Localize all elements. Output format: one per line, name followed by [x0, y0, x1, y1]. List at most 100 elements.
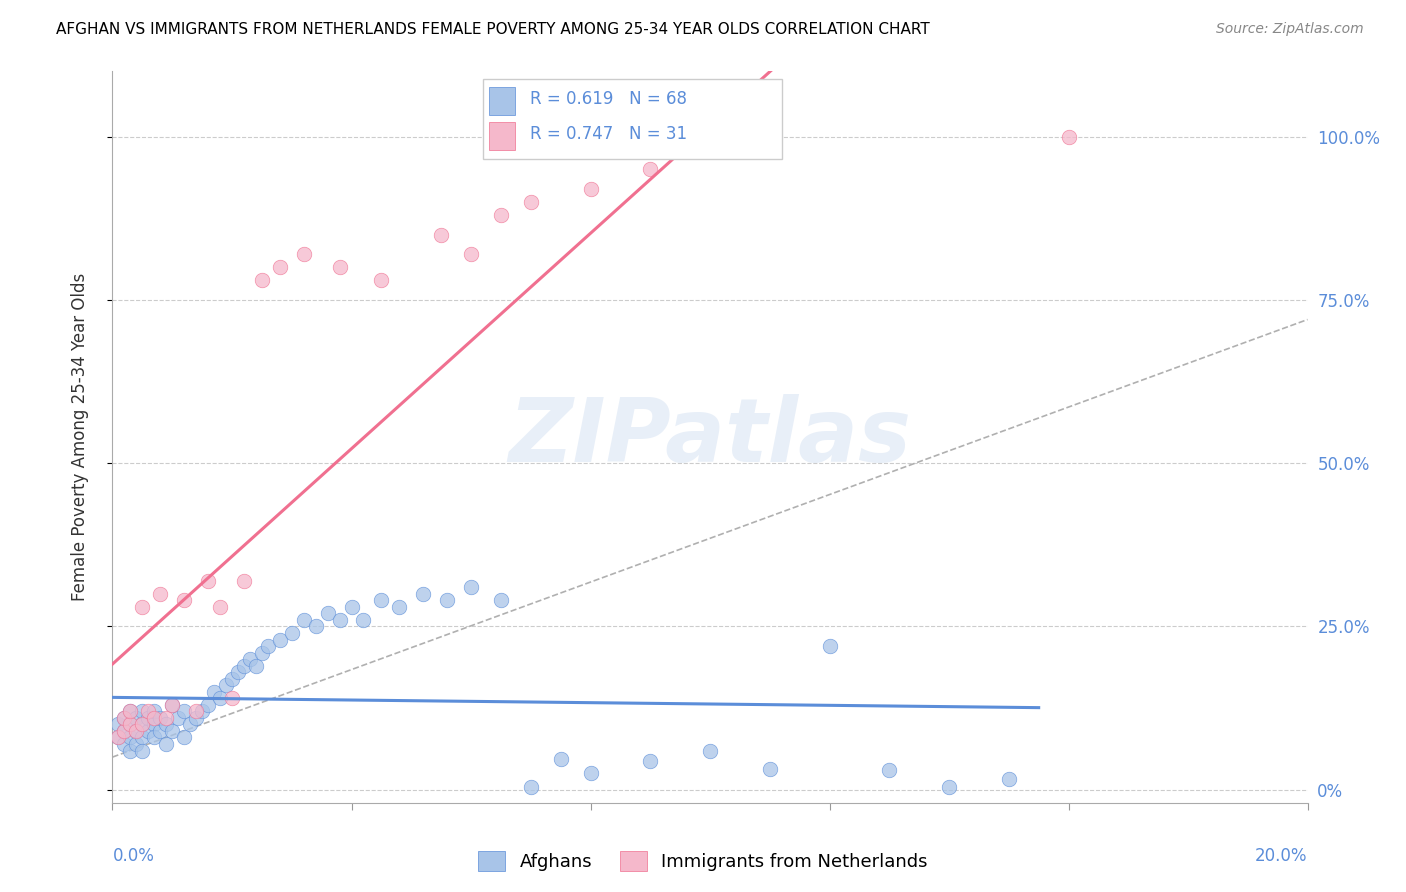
Point: [998, 772, 1021, 787]
Point: [131, 731, 153, 745]
Text: Source: ZipAtlas.com: Source: ZipAtlas.com: [1216, 22, 1364, 37]
Point: [1057, 129, 1080, 144]
Point: [370, 273, 392, 287]
Point: [197, 698, 219, 712]
Point: [430, 227, 453, 242]
Text: R = 0.619   N = 68: R = 0.619 N = 68: [530, 90, 686, 108]
Point: [460, 247, 482, 261]
Point: [173, 593, 195, 607]
Point: [143, 731, 166, 745]
Point: [250, 646, 273, 660]
Point: [388, 599, 411, 614]
Text: 20.0%: 20.0%: [1256, 847, 1308, 865]
Point: [186, 705, 208, 719]
Legend: Afghans, Immigrants from Netherlands: Afghans, Immigrants from Netherlands: [471, 844, 935, 879]
Point: [329, 613, 352, 627]
Point: [138, 705, 160, 719]
Point: [489, 208, 512, 222]
Point: [550, 752, 572, 766]
Point: [239, 652, 262, 666]
Point: [114, 711, 135, 725]
Point: [579, 182, 602, 196]
Point: [879, 763, 901, 777]
Point: [579, 765, 602, 780]
Point: [250, 273, 273, 287]
Point: [233, 658, 256, 673]
Point: [114, 737, 135, 751]
Point: [120, 705, 142, 719]
Point: [173, 731, 195, 745]
Point: [120, 731, 142, 745]
Point: [143, 705, 166, 719]
Point: [520, 780, 543, 794]
Point: [340, 599, 363, 614]
Text: 0.0%: 0.0%: [112, 847, 155, 865]
Point: [269, 260, 291, 275]
Point: [186, 711, 208, 725]
Point: [759, 762, 782, 776]
Point: [162, 698, 183, 712]
Point: [155, 717, 177, 731]
Point: [245, 658, 267, 673]
Point: [149, 587, 172, 601]
Point: [149, 711, 172, 725]
Point: [162, 698, 183, 712]
Point: [353, 613, 375, 627]
Point: [221, 672, 243, 686]
Point: [155, 711, 177, 725]
Point: [162, 723, 183, 738]
Point: [138, 723, 160, 738]
Point: [412, 587, 434, 601]
Point: [281, 626, 304, 640]
Point: [179, 717, 201, 731]
Point: [938, 780, 960, 794]
Point: [269, 632, 291, 647]
Point: [640, 755, 662, 769]
Point: [640, 162, 662, 177]
Point: [436, 593, 458, 607]
Point: [167, 711, 190, 725]
Point: [114, 711, 135, 725]
Point: [120, 743, 142, 757]
Point: [138, 711, 160, 725]
Point: [131, 717, 153, 731]
Point: [107, 731, 129, 745]
Point: [215, 678, 238, 692]
Point: [107, 731, 129, 745]
Point: [143, 717, 166, 731]
Point: [316, 607, 339, 621]
Point: [173, 705, 195, 719]
FancyBboxPatch shape: [484, 78, 782, 159]
Text: AFGHAN VS IMMIGRANTS FROM NETHERLANDS FEMALE POVERTY AMONG 25-34 YEAR OLDS CORRE: AFGHAN VS IMMIGRANTS FROM NETHERLANDS FE…: [56, 22, 929, 37]
Point: [292, 247, 315, 261]
Y-axis label: Female Poverty Among 25-34 Year Olds: Female Poverty Among 25-34 Year Olds: [70, 273, 89, 601]
Point: [125, 723, 148, 738]
Point: [131, 743, 153, 757]
Point: [209, 599, 232, 614]
Point: [120, 717, 142, 731]
Point: [370, 593, 392, 607]
Point: [114, 723, 135, 738]
Point: [699, 744, 721, 758]
Point: [125, 723, 148, 738]
Point: [125, 711, 148, 725]
Point: [131, 705, 153, 719]
Point: [209, 691, 232, 706]
Point: [520, 194, 543, 209]
Point: [226, 665, 249, 680]
Point: [197, 574, 219, 588]
Point: [202, 685, 225, 699]
Point: [329, 260, 352, 275]
Point: [489, 593, 512, 607]
Point: [305, 619, 328, 633]
Point: [143, 711, 166, 725]
Point: [818, 639, 841, 653]
Text: R = 0.747   N = 31: R = 0.747 N = 31: [530, 125, 686, 143]
Point: [257, 639, 280, 653]
Point: [149, 723, 172, 738]
Point: [114, 723, 135, 738]
Point: [120, 717, 142, 731]
Point: [155, 737, 177, 751]
Point: [233, 574, 256, 588]
FancyBboxPatch shape: [489, 87, 515, 115]
